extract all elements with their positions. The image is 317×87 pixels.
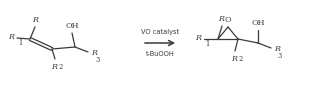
- Text: R: R: [231, 55, 237, 63]
- Text: O: O: [225, 16, 231, 24]
- Text: 2: 2: [58, 63, 62, 71]
- Text: R: R: [32, 16, 38, 24]
- Text: 3: 3: [278, 52, 282, 60]
- Text: R: R: [195, 34, 201, 42]
- Text: 1: 1: [205, 40, 209, 48]
- Text: R: R: [218, 15, 224, 23]
- Text: R: R: [91, 49, 97, 57]
- Text: R: R: [51, 63, 57, 71]
- Text: t-BuOOH: t-BuOOH: [146, 51, 174, 57]
- Text: OH: OH: [251, 19, 265, 27]
- Text: VO catalyst: VO catalyst: [141, 29, 179, 35]
- Text: 2: 2: [238, 55, 242, 63]
- Text: 3: 3: [95, 56, 99, 64]
- Text: R: R: [8, 33, 14, 41]
- Text: 1: 1: [18, 39, 22, 47]
- Text: OH: OH: [65, 22, 79, 30]
- Text: R: R: [274, 45, 280, 53]
